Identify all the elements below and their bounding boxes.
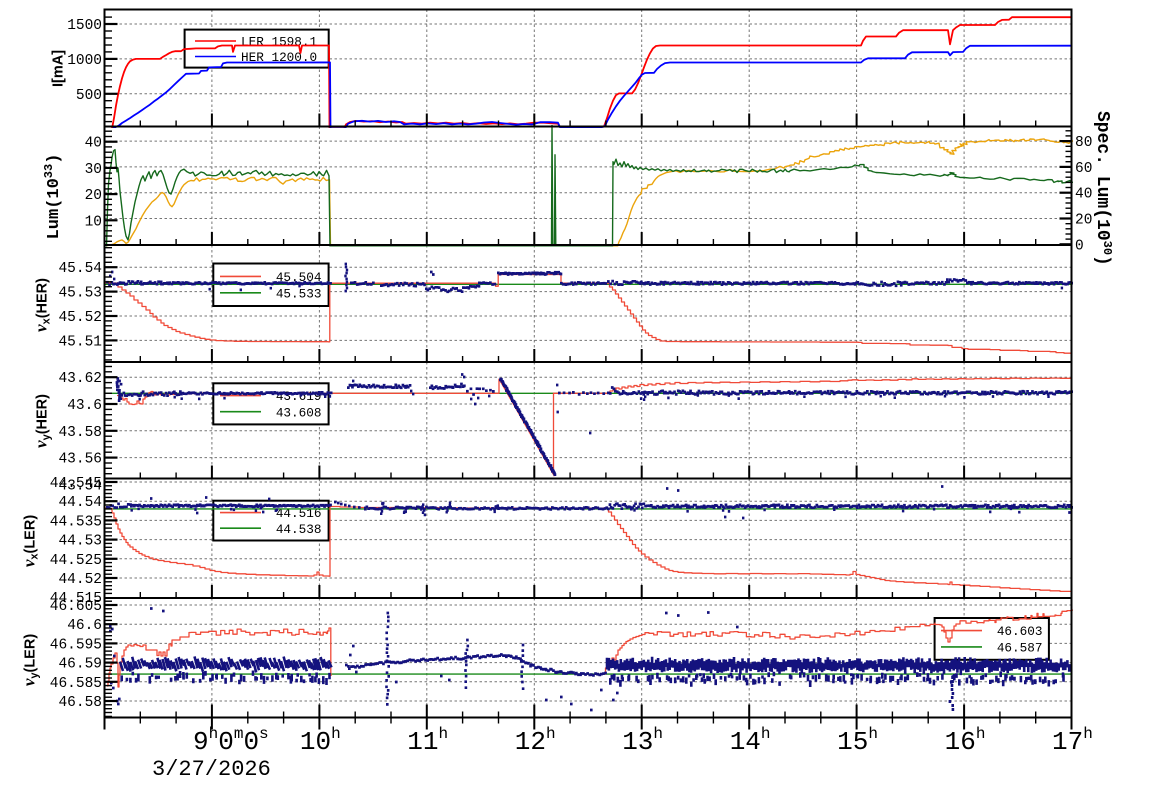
svg-text:45.504: 45.504 [276, 270, 322, 285]
svg-text:νx(HER): νx(HER) [32, 278, 53, 332]
svg-text:45.53: 45.53 [58, 286, 102, 302]
svg-text:44.52: 44.52 [58, 572, 102, 588]
svg-text:46.58: 46.58 [58, 695, 102, 711]
svg-text:46.6: 46.6 [67, 618, 102, 634]
svg-text:44.54: 44.54 [58, 495, 102, 511]
svg-text:3/27/2026: 3/27/2026 [152, 757, 271, 782]
svg-text:44.535: 44.535 [50, 514, 102, 530]
svg-text:500: 500 [76, 88, 102, 104]
svg-text:46.585: 46.585 [50, 676, 102, 692]
svg-text:20: 20 [1075, 213, 1092, 229]
svg-text:44.515: 44.515 [50, 591, 102, 607]
svg-text:30: 30 [85, 162, 102, 178]
svg-text:Spec. Lum(1030): Spec. Lum(1030) [1092, 111, 1114, 266]
svg-text:43.58: 43.58 [58, 425, 102, 441]
svg-text:0: 0 [1075, 238, 1084, 254]
svg-text:60: 60 [1075, 161, 1092, 177]
svg-text:1000: 1000 [67, 53, 102, 69]
svg-text:46.605: 46.605 [50, 599, 102, 615]
svg-text:43.54: 43.54 [58, 478, 102, 494]
svg-text:20: 20 [85, 188, 102, 204]
svg-text:1500: 1500 [67, 18, 102, 34]
svg-text:45.51: 45.51 [58, 334, 102, 350]
svg-text:44.525: 44.525 [50, 553, 102, 569]
svg-text:43.608: 43.608 [276, 406, 322, 421]
svg-text:43.619: 43.619 [276, 389, 322, 404]
svg-text:HER 1200.0: HER 1200.0 [241, 50, 317, 65]
svg-text:44.545: 44.545 [50, 476, 102, 492]
svg-text:80: 80 [1075, 135, 1092, 151]
svg-text:νy(LER): νy(LER) [20, 634, 41, 687]
svg-text:νx(LER): νx(LER) [20, 515, 41, 568]
svg-text:46.587: 46.587 [997, 641, 1043, 656]
svg-text:17h: 17h [1052, 725, 1093, 757]
svg-text:45.533: 45.533 [276, 287, 322, 302]
svg-text:44.538: 44.538 [276, 522, 322, 537]
svg-text:10: 10 [85, 214, 102, 230]
svg-text:45.52: 45.52 [58, 310, 102, 326]
svg-text:44.516: 44.516 [276, 506, 322, 521]
svg-text:44.53: 44.53 [58, 534, 102, 550]
svg-text:46.595: 46.595 [50, 637, 102, 653]
svg-text:9h0m0s: 9h0m0s [193, 725, 269, 757]
svg-text:I[mA]: I[mA] [51, 50, 67, 87]
svg-text:LER 1598.1: LER 1598.1 [241, 35, 317, 50]
svg-text:43.6: 43.6 [67, 398, 102, 414]
svg-text:40: 40 [1075, 187, 1092, 203]
svg-text:46.603: 46.603 [997, 624, 1043, 639]
svg-text:45.54: 45.54 [58, 261, 102, 277]
svg-text:43.62: 43.62 [58, 371, 102, 387]
svg-text:43.56: 43.56 [58, 452, 102, 468]
svg-text:16h: 16h [945, 725, 986, 757]
svg-text:46.59: 46.59 [58, 657, 102, 673]
svg-text:νy(HER): νy(HER) [32, 394, 53, 448]
svg-text:40: 40 [85, 136, 102, 152]
